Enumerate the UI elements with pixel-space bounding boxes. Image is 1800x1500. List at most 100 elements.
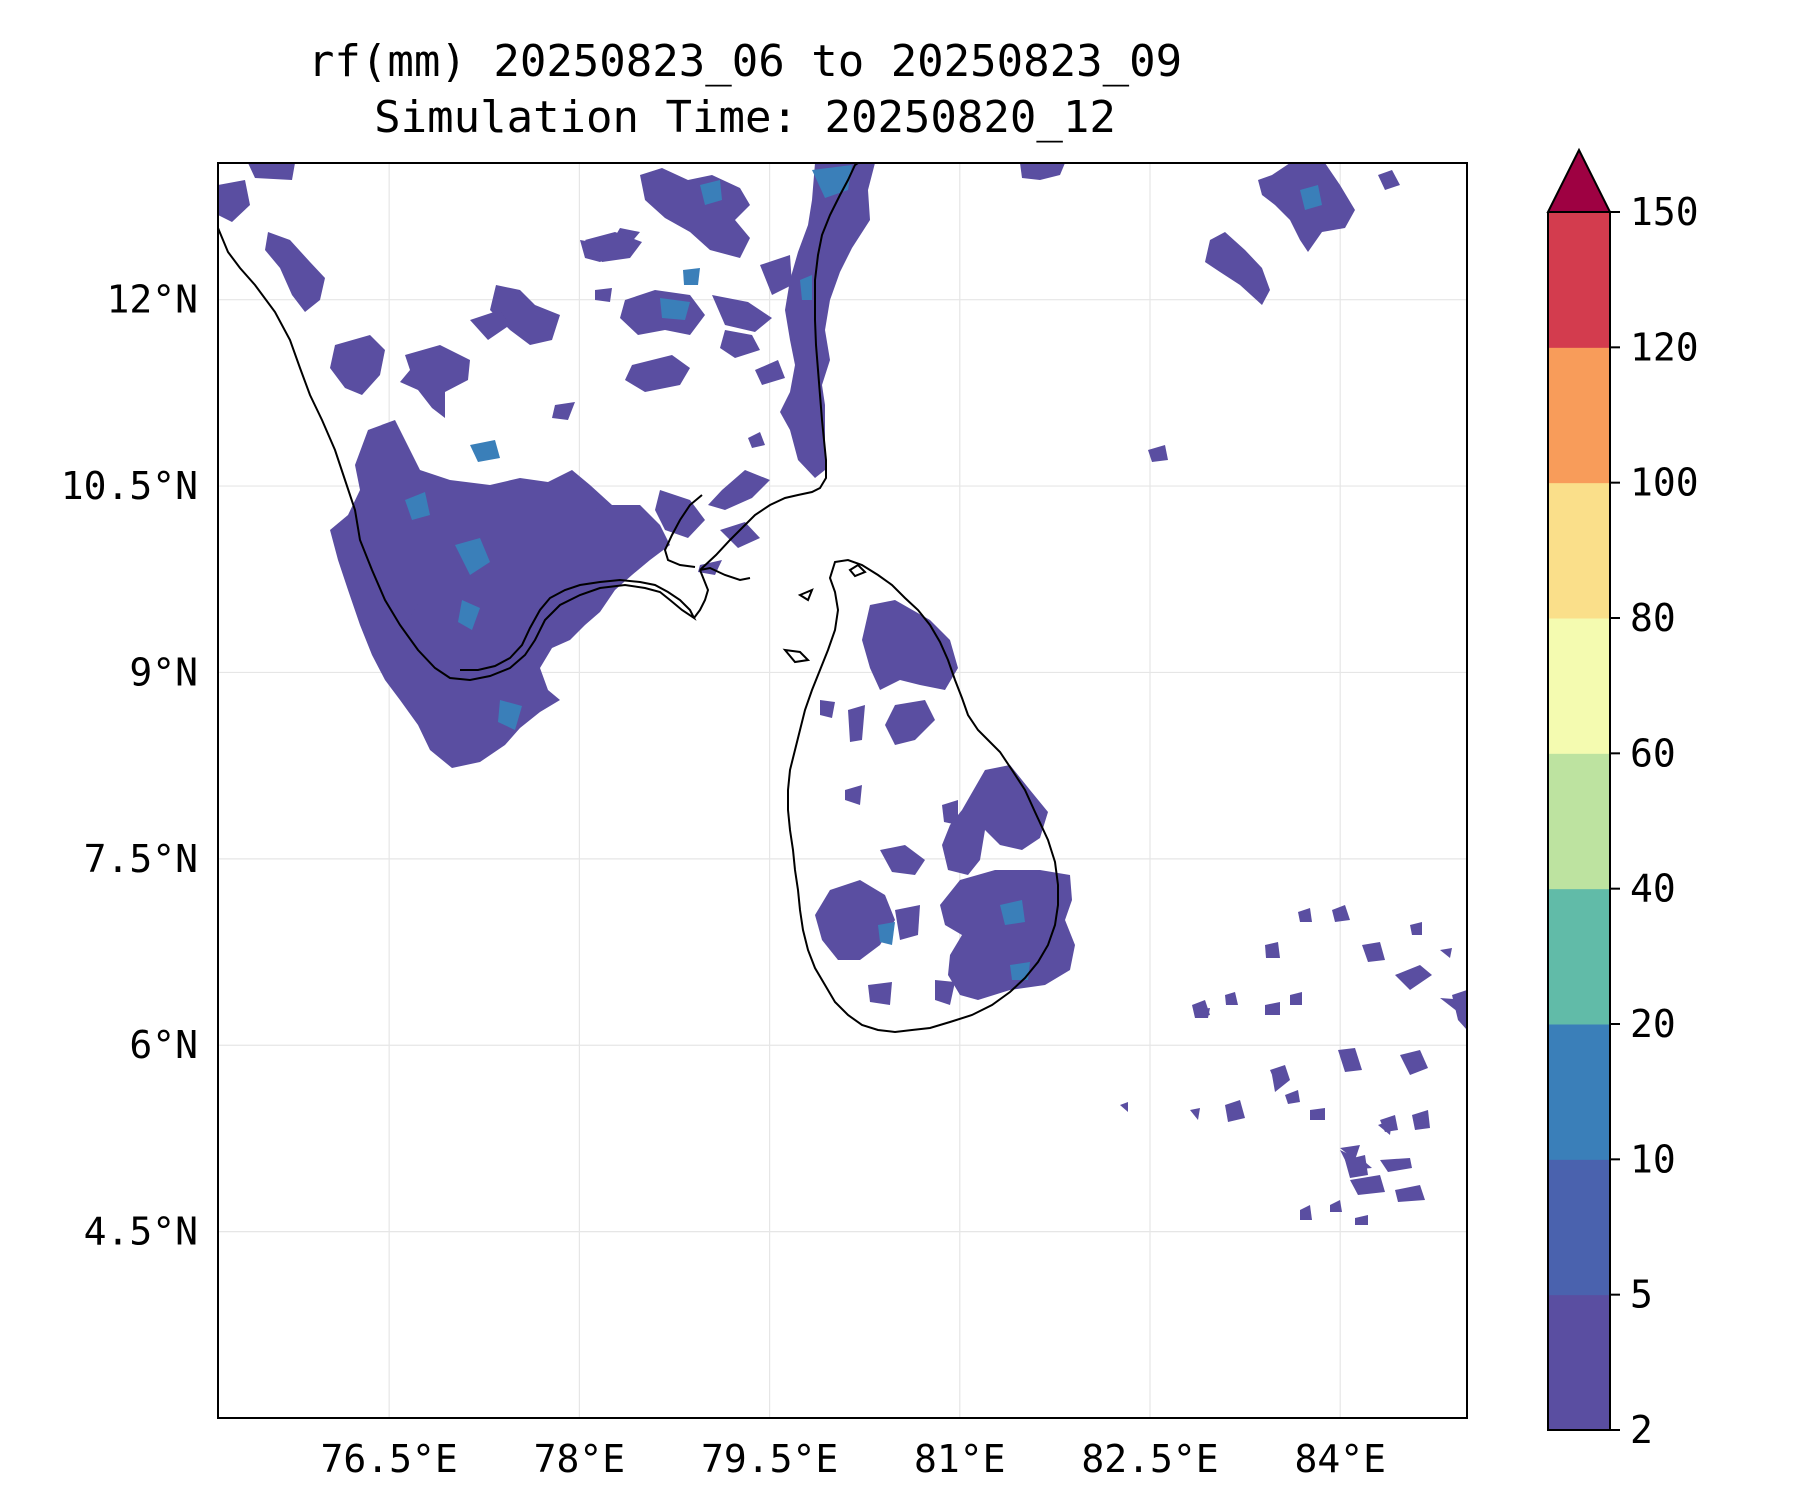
colorbar-tick-label: 20 — [1630, 1002, 1676, 1046]
rain-patch — [760, 255, 792, 295]
rain-patch — [1395, 965, 1432, 990]
rain-patch — [640, 168, 750, 258]
rain-patch — [885, 700, 935, 745]
lat-tick-label: 10.5°N — [61, 464, 198, 508]
rain-patch — [218, 180, 250, 222]
rain-patch-moderate — [498, 700, 522, 730]
rain-patch — [585, 232, 642, 262]
rain-patch — [380, 580, 420, 625]
rain-patch-moderate — [660, 298, 690, 320]
rain-patch — [552, 402, 575, 420]
lon-tick-label: 81°E — [914, 1437, 1006, 1481]
colorbar-tick-label: 60 — [1630, 731, 1676, 775]
rain-patch-moderate — [1300, 185, 1322, 210]
rain-patch — [748, 432, 765, 448]
rain-patch — [1190, 1108, 1200, 1120]
rain-patch — [1290, 992, 1302, 1005]
rain-patch-moderate — [878, 922, 895, 945]
rain-patch-moderate — [470, 440, 500, 462]
rainfall-layer-srilanka-moderate — [878, 900, 1030, 980]
lat-tick-label: 6°N — [129, 1023, 198, 1067]
rain-patch-moderate — [405, 492, 430, 520]
colorbar-tick-label: 150 — [1630, 190, 1699, 234]
rain-patch — [1205, 232, 1270, 305]
latitude-axis: 12°N 10.5°N 9°N 7.5°N 6°N 4.5°N — [61, 278, 198, 1254]
lon-tick-label: 84°E — [1294, 1437, 1386, 1481]
colorbar-tick-label: 5 — [1630, 1273, 1653, 1317]
rain-patch — [720, 330, 760, 358]
rain-patch — [1412, 1110, 1430, 1130]
lon-tick-label: 82.5°E — [1081, 1437, 1218, 1481]
rain-patch — [1350, 1175, 1385, 1195]
rain-patch-moderate — [1000, 900, 1025, 925]
colorbar-tick-label: 40 — [1630, 867, 1676, 911]
coastline-island — [848, 563, 867, 578]
rain-patch — [880, 845, 925, 875]
rain-patch — [1330, 1200, 1342, 1212]
rain-patch — [1410, 922, 1422, 935]
rain-patch — [1340, 1150, 1372, 1170]
rain-patch — [940, 870, 1075, 1000]
rain-patch — [470, 310, 510, 340]
coastline-srilanka — [787, 558, 1059, 1034]
map-title-line-1: rf(mm) 20250823_06 to 20250823_09 — [307, 36, 1183, 87]
rain-patch — [1148, 445, 1168, 462]
colorbar-bin — [1548, 212, 1610, 348]
colorbar-tick-label: 120 — [1630, 325, 1699, 369]
map-plot-area — [218, 163, 1467, 1418]
colorbar-extend-arrow — [1546, 147, 1612, 213]
rain-patch — [1380, 1158, 1412, 1172]
rain-patch — [1440, 998, 1467, 1012]
rain-patch-moderate — [683, 268, 700, 285]
rain-patch — [1225, 992, 1238, 1005]
colorbar-bin — [1548, 1159, 1610, 1296]
colorbar-legend: 2 5 10 20 40 60 80 100 120 150 — [1546, 147, 1699, 1452]
colorbar-bin — [1548, 1024, 1610, 1160]
rain-patch — [248, 163, 295, 180]
rain-patch — [625, 355, 690, 392]
rain-patch — [655, 490, 705, 538]
rain-patch — [1272, 1075, 1290, 1092]
rain-patch — [1340, 1145, 1360, 1160]
map-title-line-2: Simulation Time: 20250820_12 — [374, 92, 1116, 143]
rain-patch — [935, 980, 955, 1005]
rain-patch — [755, 360, 785, 385]
rain-patch — [720, 522, 760, 548]
rainfall-layer-ocean-moderate — [1300, 185, 1322, 210]
rain-patch — [820, 700, 835, 718]
coastline-india-gulf — [663, 494, 751, 582]
rainfall-layer-moderate — [405, 165, 852, 730]
rain-patch — [1395, 1185, 1425, 1202]
rain-patch — [780, 163, 875, 478]
coastline-layer — [218, 163, 1059, 1034]
coastline-island — [782, 648, 811, 664]
rain-patch — [1378, 1120, 1392, 1135]
rain-patch — [1120, 1102, 1128, 1112]
rain-patch — [942, 800, 958, 825]
colorbar-frame — [1547, 212, 1611, 1431]
rain-patch — [1265, 942, 1280, 958]
rain-patch — [845, 785, 862, 805]
coastline-india — [218, 163, 859, 682]
rain-patch — [1265, 1002, 1280, 1015]
lat-tick-label: 9°N — [129, 650, 198, 694]
map-frame — [217, 162, 1468, 1419]
rain-patch — [1285, 1090, 1300, 1104]
lon-tick-label: 76.5°E — [321, 1437, 458, 1481]
rain-patch — [708, 470, 770, 510]
lon-tick-label: 79.5°E — [701, 1437, 838, 1481]
rain-patch — [1378, 170, 1400, 190]
rain-patch — [1225, 1100, 1245, 1122]
rain-patch — [868, 982, 892, 1005]
colorbar-tick-label: 80 — [1630, 596, 1676, 640]
rain-patch — [1310, 1108, 1325, 1120]
rain-patch — [815, 880, 895, 960]
colorbar-bin — [1548, 347, 1610, 484]
rain-patch — [862, 600, 958, 690]
colorbar-bin — [1548, 618, 1610, 754]
rain-patch — [1195, 1008, 1210, 1018]
rain-patch — [400, 345, 470, 418]
rain-patch — [1020, 163, 1065, 180]
rain-patch — [595, 288, 612, 302]
